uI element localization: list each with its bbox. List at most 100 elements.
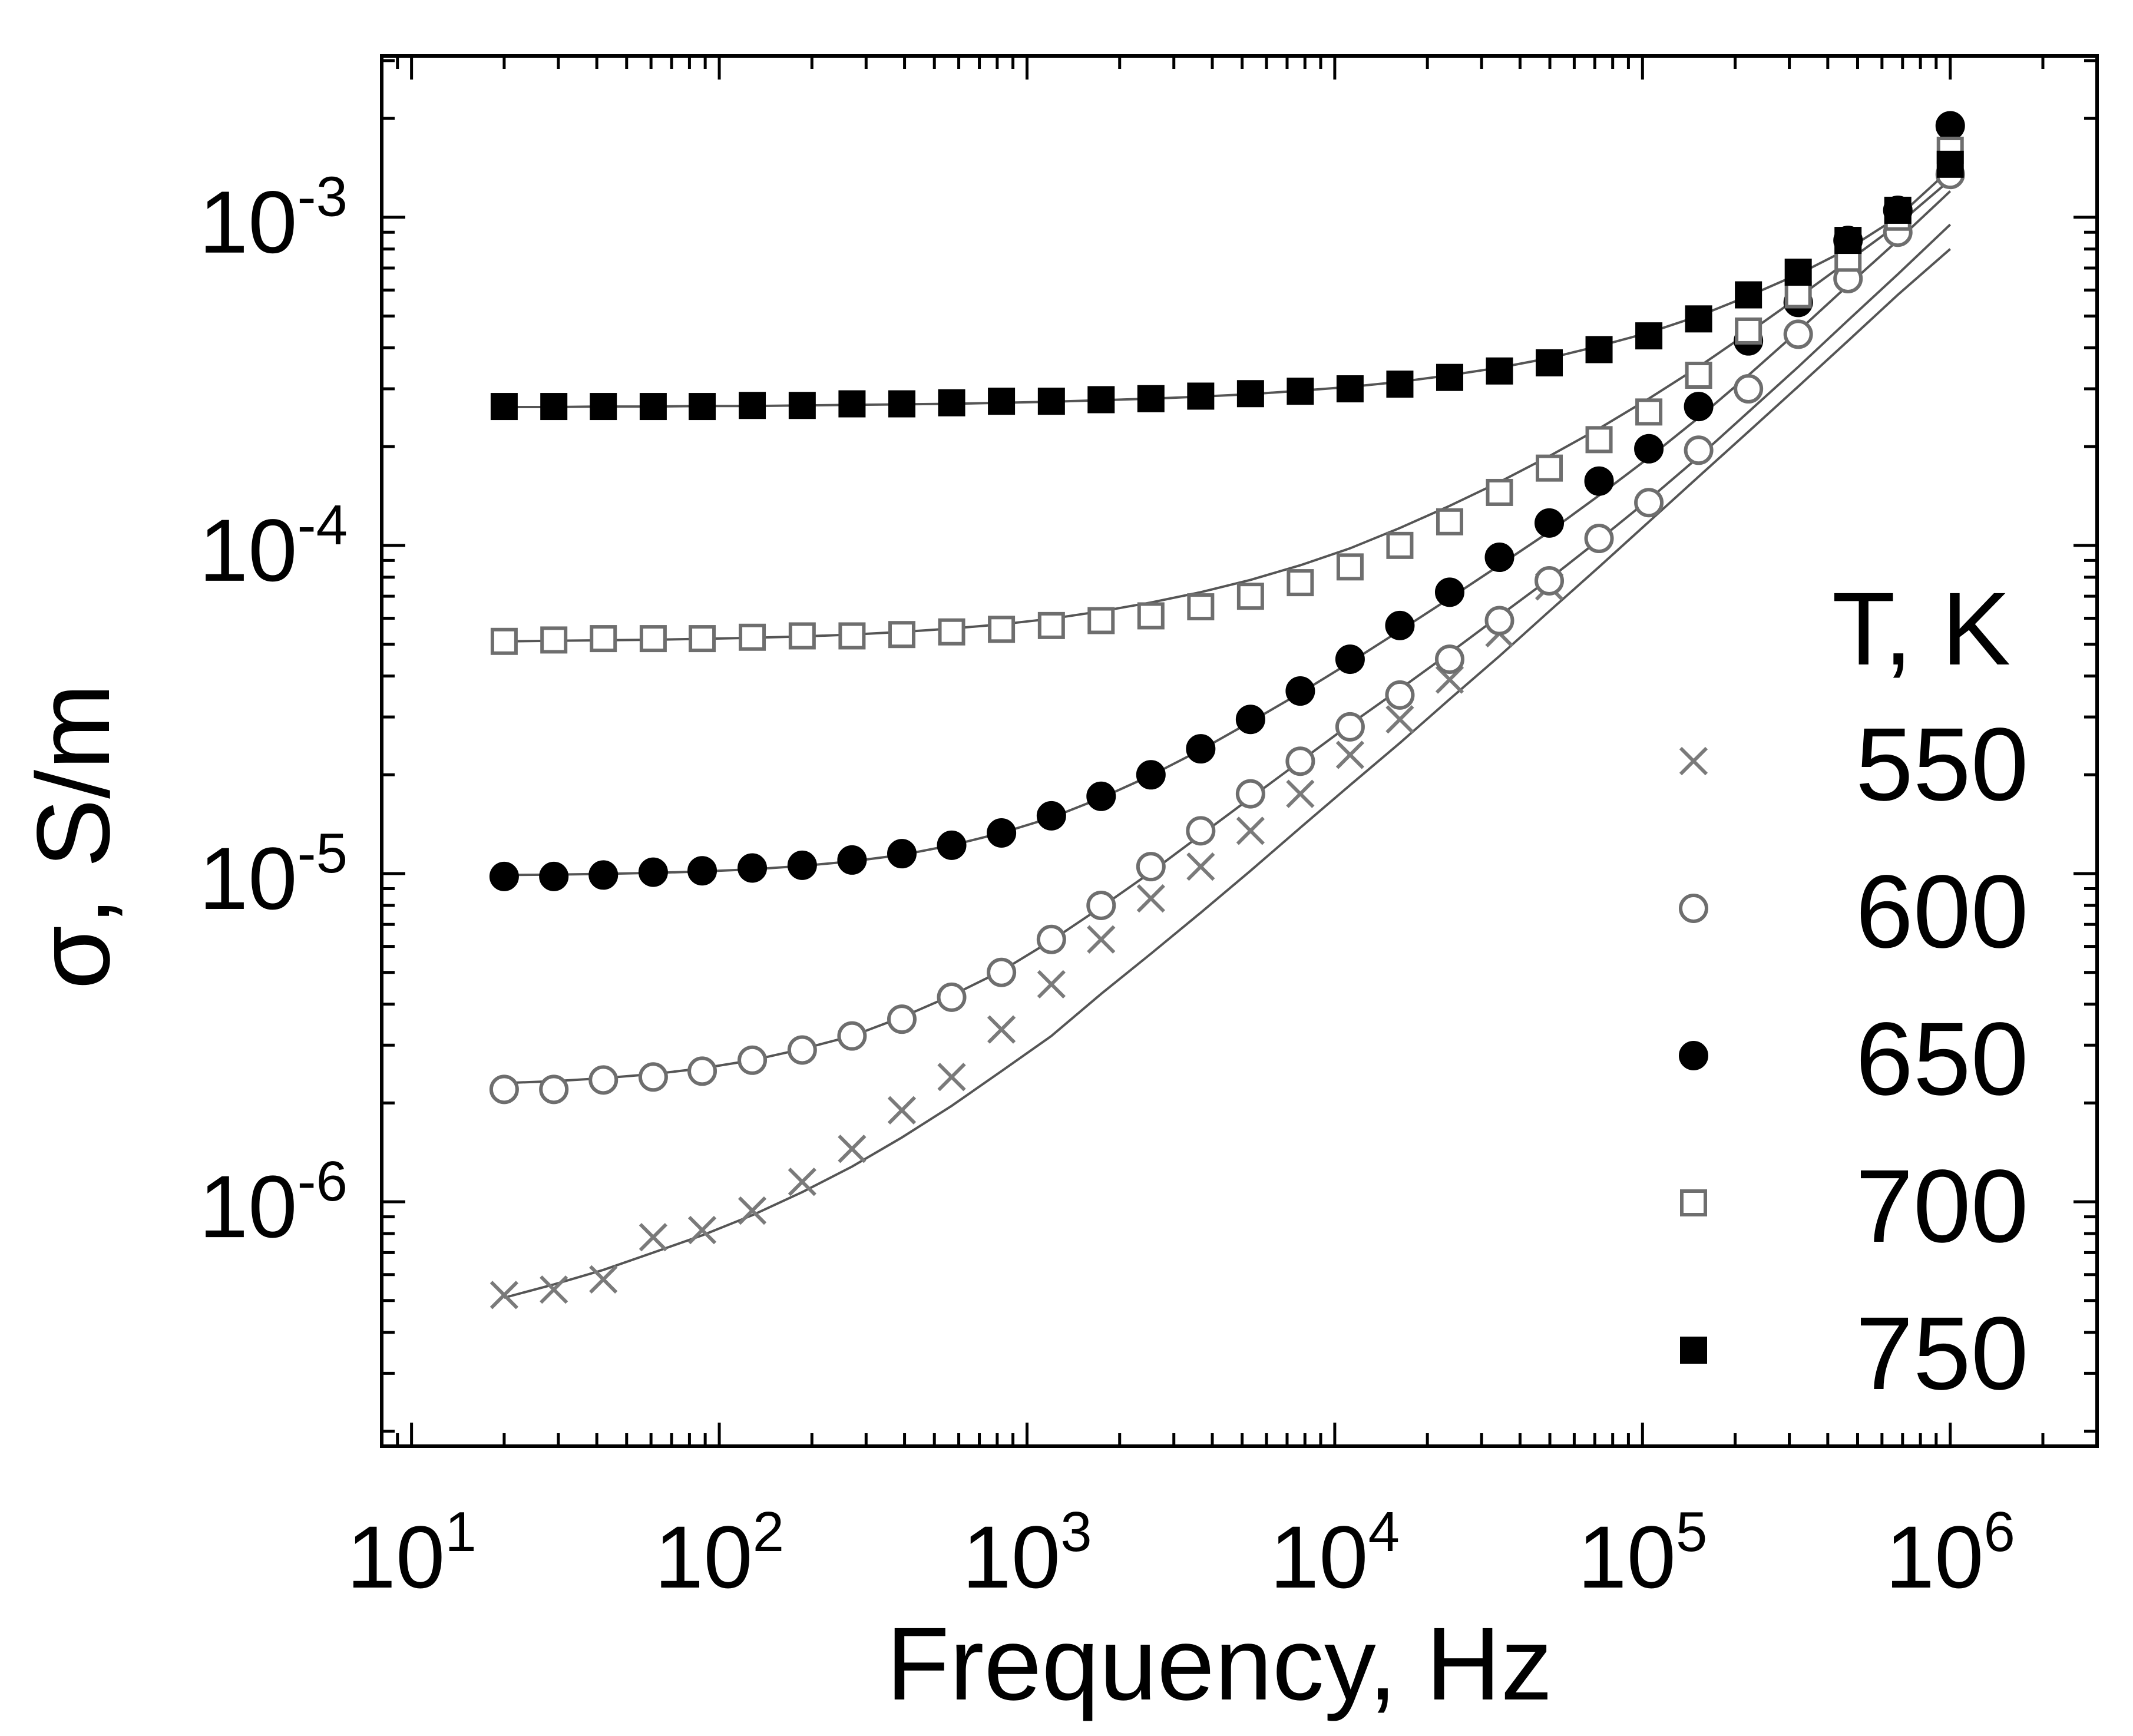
point-700 (689, 625, 716, 653)
point-550 (838, 1135, 867, 1163)
point-550-stroke-b (490, 1281, 519, 1310)
point-750 (1386, 371, 1414, 398)
point-750 (1784, 259, 1812, 286)
point-650 (1285, 676, 1315, 706)
point-750 (888, 390, 915, 418)
point-650 (1535, 508, 1565, 538)
point-600 (1285, 746, 1315, 776)
point-550-stroke-b (639, 1223, 668, 1252)
point-750 (689, 393, 716, 421)
point-700 (1287, 569, 1314, 597)
point-650 (1335, 644, 1365, 674)
point-700 (1436, 508, 1463, 535)
legend: T, K 550 600 650 700 750 (1679, 571, 2029, 1411)
point-600 (1335, 712, 1365, 742)
point-600 (539, 1074, 569, 1105)
fit-line-600 (504, 223, 1952, 1084)
point-650 (1434, 577, 1464, 607)
point-650 (1634, 434, 1664, 464)
point-750 (1037, 388, 1065, 415)
x-tick-label: 106 (1886, 1500, 2015, 1606)
point-700 (540, 626, 568, 654)
point-650 (638, 857, 668, 887)
point-700 (1585, 426, 1613, 454)
x-tick-label: 101 (347, 1500, 477, 1606)
fit-line-750 (504, 168, 1952, 408)
point-650 (588, 860, 619, 890)
point-650 (1036, 801, 1066, 831)
legend-marker-550 (1679, 746, 1708, 776)
point-700 (1386, 531, 1414, 559)
point-700 (1137, 602, 1165, 630)
point-550 (937, 1063, 966, 1092)
point-700 (490, 627, 518, 655)
legend-label-550: 550 (1856, 707, 2029, 822)
point-550-stroke-b (838, 1135, 867, 1163)
x-axis-title: Frequency, Hz (886, 1606, 1552, 1722)
point-700 (788, 622, 816, 650)
point-650 (1186, 734, 1216, 764)
point-750 (838, 390, 866, 418)
point-650 (738, 853, 768, 883)
point-650 (1136, 760, 1166, 790)
point-550 (1037, 970, 1066, 998)
point-750 (1635, 322, 1663, 350)
point-550-stroke-b (687, 1215, 717, 1245)
point-600 (489, 1074, 519, 1105)
point-750 (590, 393, 617, 421)
point-550 (1087, 925, 1116, 954)
point-700 (1486, 478, 1513, 506)
point-600 (1186, 816, 1216, 846)
point-550 (738, 1196, 767, 1225)
point-650 (687, 856, 717, 886)
point-700 (639, 625, 667, 653)
point-600 (1535, 566, 1565, 596)
point-550 (540, 1275, 568, 1304)
point-700 (988, 616, 1016, 643)
legend-title: T, K (1832, 571, 2010, 687)
point-750 (788, 392, 816, 419)
point-700 (1685, 361, 1712, 389)
legend-marker-650 (1679, 1041, 1708, 1070)
point-550 (987, 1015, 1016, 1044)
legend-label-600: 600 (1856, 854, 2029, 970)
y-axis-title: σ, S/m (16, 683, 131, 989)
fit-line-650 (504, 190, 1952, 877)
point-600 (1684, 435, 1714, 465)
point-550 (1286, 779, 1315, 808)
point-600 (1136, 852, 1166, 882)
point-650 (837, 845, 867, 875)
point-700 (1037, 611, 1065, 639)
point-600 (1086, 890, 1116, 920)
point-550 (589, 1265, 618, 1294)
legend-marker-700 (1680, 1189, 1707, 1216)
point-550-stroke-b (540, 1275, 568, 1304)
point-550-stroke-b (788, 1168, 816, 1196)
point-600 (738, 1045, 768, 1075)
legend-marker-550-stroke-b (1679, 746, 1708, 776)
point-750 (1187, 382, 1215, 410)
point-550-stroke-b (1037, 970, 1066, 998)
point-600 (1385, 680, 1415, 710)
point-650 (1684, 392, 1714, 422)
point-700 (888, 621, 915, 649)
data-markers-layer (489, 111, 1965, 1310)
point-600 (1434, 644, 1464, 674)
x-tick-label: 105 (1578, 1500, 1707, 1606)
point-550 (1335, 740, 1365, 769)
y-tick-label: 10-6 (199, 1150, 348, 1256)
y-tick-label: 10-4 (199, 494, 348, 600)
plot-frame (380, 54, 2099, 1448)
legend-label-750: 750 (1856, 1296, 2029, 1411)
point-650 (887, 839, 917, 869)
legend-label-700: 700 (1856, 1149, 2029, 1264)
point-700 (938, 618, 965, 646)
point-650 (987, 818, 1017, 848)
point-700 (1784, 281, 1812, 309)
point-650 (937, 830, 967, 860)
point-750 (490, 393, 518, 421)
point-650 (1086, 781, 1116, 811)
point-600 (787, 1035, 817, 1065)
point-750 (1486, 357, 1513, 385)
